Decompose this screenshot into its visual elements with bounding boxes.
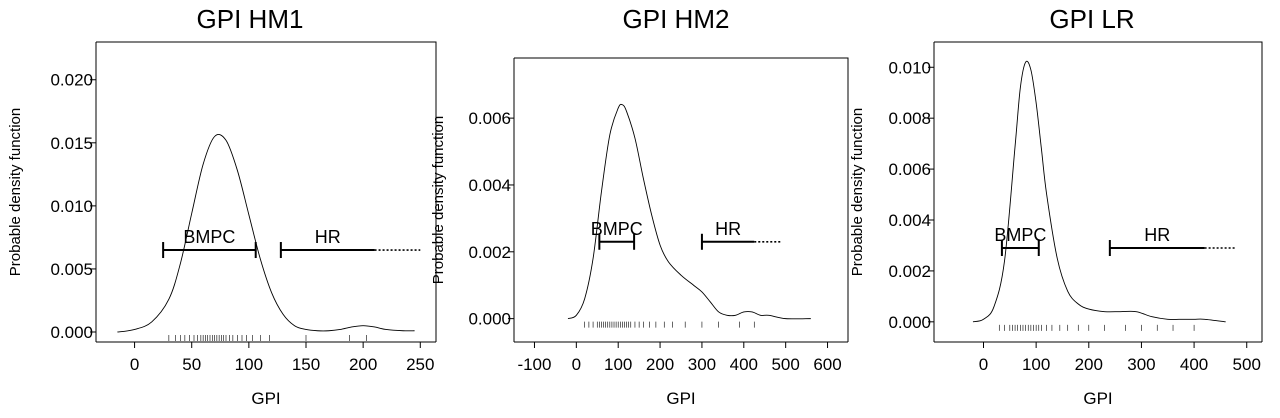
y-tick-label: 0.010 [50, 197, 93, 216]
x-axis-title: GPI [666, 389, 695, 408]
interval-label: BMPC [591, 219, 643, 239]
x-tick-label: 0 [572, 355, 581, 374]
x-tick-label: 250 [406, 355, 434, 374]
interval-label: HR [1144, 225, 1170, 245]
y-tick-label: 0.000 [888, 313, 931, 332]
chart-panel-2: GPI HM2 -100 0 100 200 300 400 500 600 0.000 0.002… [430, 4, 849, 408]
x-tick-label: 50 [182, 355, 201, 374]
x-tick-label: 300 [688, 355, 716, 374]
y-tick-label: 0.002 [468, 243, 511, 262]
x-tick-label: -100 [517, 355, 551, 374]
plot-frame [514, 57, 849, 342]
y-tick-label: 0.000 [468, 310, 511, 329]
y-tick-label: 0.002 [888, 262, 931, 281]
y-axis-title: Probable density function [7, 108, 24, 276]
y-tick-label: 0.006 [888, 160, 931, 179]
y-axis-title: Probable density function [849, 108, 866, 276]
x-axis-title: GPI [1083, 389, 1112, 408]
y-tick-label: 0.015 [50, 134, 93, 153]
y-tick-label: 0.000 [50, 323, 93, 342]
interval-label: HR [715, 219, 741, 239]
chart-title: GPI HM2 [623, 4, 730, 34]
chart-panel-3: GPI LR 0 100 200 300 400 500 0.000 0.002 0.004 0.0… [849, 4, 1263, 408]
plot-frame [96, 41, 437, 342]
x-axis-title: GPI [251, 389, 280, 408]
x-tick-label: 150 [292, 355, 320, 374]
x-tick-label: 100 [235, 355, 263, 374]
plot-frame [934, 41, 1263, 342]
x-tick-label: 300 [1127, 355, 1155, 374]
y-tick-label: 0.004 [468, 176, 511, 195]
x-tick-label: 400 [1180, 355, 1208, 374]
chart-panel-1: GPI HM1 0 50 100 150 200 250 0.000 0.005 0.010 0.0… [7, 4, 437, 408]
density-curve [567, 103, 811, 320]
x-tick-label: 500 [1233, 355, 1261, 374]
y-axis-title: Probable density function [430, 116, 447, 284]
x-tick-label: 500 [771, 355, 799, 374]
density-curve [117, 134, 415, 333]
x-tick-label: 200 [1075, 355, 1103, 374]
y-tick-label: 0.010 [888, 58, 931, 77]
x-tick-label: 600 [813, 355, 841, 374]
x-tick-label: 100 [1022, 355, 1050, 374]
x-tick-label: 200 [349, 355, 377, 374]
y-tick-label: 0.006 [468, 109, 511, 128]
y-tick-label: 0.004 [888, 211, 931, 230]
density-curve [972, 60, 1226, 323]
chart-title: GPI HM1 [197, 4, 304, 34]
x-tick-label: 200 [646, 355, 674, 374]
x-tick-label: 400 [730, 355, 758, 374]
y-tick-label: 0.020 [50, 71, 93, 90]
y-tick-label: 0.005 [50, 260, 93, 279]
interval-label: BMPC [183, 227, 235, 247]
y-tick-label: 0.008 [888, 109, 931, 128]
x-tick-label: 0 [130, 355, 139, 374]
x-tick-label: 0 [979, 355, 988, 374]
x-tick-label: 100 [604, 355, 632, 374]
interval-label: BMPC [994, 225, 1046, 245]
chart-title: GPI LR [1049, 4, 1134, 34]
interval-label: HR [315, 227, 341, 247]
